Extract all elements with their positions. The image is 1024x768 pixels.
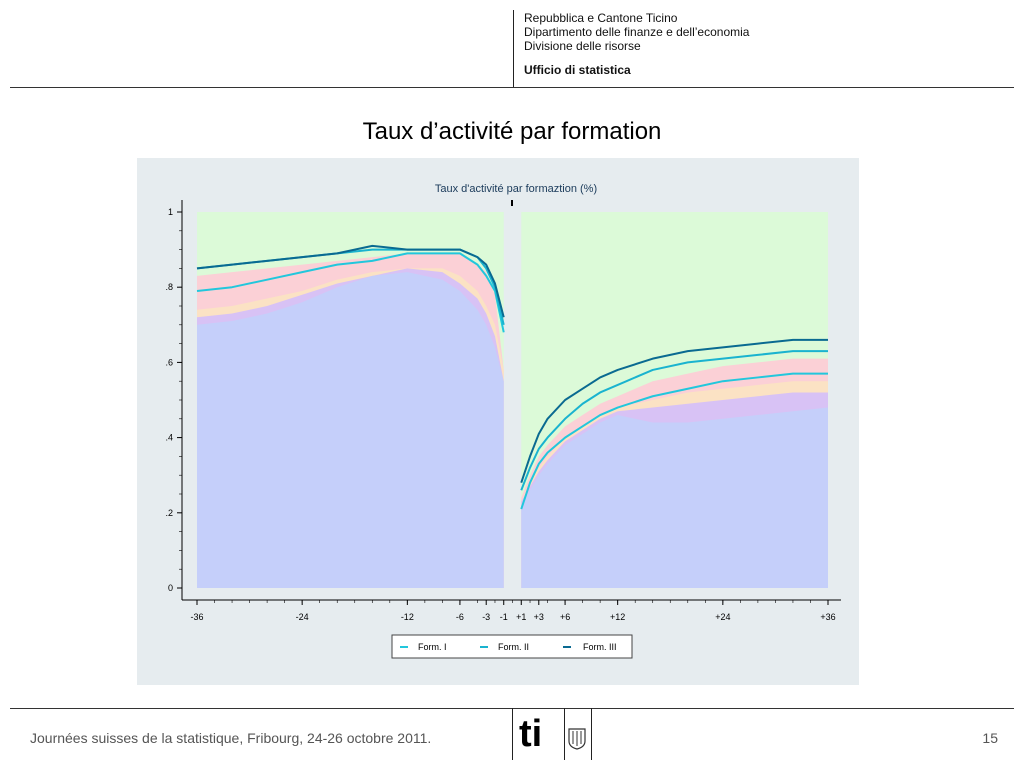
canton-shield-icon bbox=[568, 728, 586, 750]
logo-separator-mid bbox=[564, 708, 565, 760]
legend: Form. I Form. II Form. III bbox=[391, 634, 633, 659]
page-number: 15 bbox=[982, 730, 998, 746]
header-line: Dipartimento delle finanze e dell’econom… bbox=[524, 25, 750, 39]
y-tick-label: 0 bbox=[168, 583, 173, 593]
band-area bbox=[521, 407, 828, 588]
logo-separator-right bbox=[591, 708, 592, 760]
footer-text: Journées suisses de la statistique, Frib… bbox=[30, 730, 432, 746]
x-tick-label: +1 bbox=[516, 612, 526, 622]
x-tick-label: +12 bbox=[610, 612, 625, 622]
header-line: Repubblica e Cantone Ticino bbox=[524, 11, 678, 25]
x-tick-label: -36 bbox=[190, 612, 203, 622]
band-area bbox=[197, 272, 504, 588]
series-layer bbox=[196, 244, 828, 510]
legend-label-form-i: Form. I bbox=[418, 642, 447, 652]
legend-label-form-iii: Form. III bbox=[583, 642, 617, 652]
x-tick-label: +6 bbox=[560, 612, 570, 622]
header-line: Divisione delle risorse bbox=[524, 39, 641, 53]
top-rule bbox=[10, 87, 1014, 88]
y-tick-label: .2 bbox=[165, 508, 173, 518]
x-tick-label: -12 bbox=[401, 612, 414, 622]
x-tick-label: -6 bbox=[456, 612, 464, 622]
legend-box bbox=[391, 634, 633, 659]
series-line bbox=[520, 338, 828, 484]
header-separator bbox=[513, 10, 514, 88]
x-tick-label: +36 bbox=[820, 612, 835, 622]
footer-logo: ti bbox=[512, 708, 592, 760]
y-tick-label: .4 bbox=[165, 433, 173, 443]
institution-header: Repubblica e Cantone Ticino Dipartimento… bbox=[524, 11, 749, 77]
y-tick-label: .8 bbox=[165, 282, 173, 292]
y-tick-label: 1 bbox=[168, 207, 173, 217]
logo-text: ti bbox=[519, 713, 543, 755]
header-office: Ufficio di statistica bbox=[524, 63, 631, 77]
series-line bbox=[196, 252, 505, 333]
slide-title: Taux d’activité par formation bbox=[362, 118, 662, 145]
x-tick-label: +3 bbox=[534, 612, 544, 622]
legend-label-form-ii: Form. II bbox=[498, 642, 529, 652]
logo-separator-left bbox=[512, 708, 513, 760]
series-line bbox=[520, 350, 828, 491]
bands-layer bbox=[197, 212, 828, 589]
y-tick-label: .6 bbox=[165, 357, 173, 367]
x-tick-label: -1 bbox=[500, 612, 508, 622]
x-tick-label: -24 bbox=[296, 612, 309, 622]
x-tick-label: +24 bbox=[715, 612, 730, 622]
chart-title: Taux d'activité par formaztion (%) bbox=[435, 183, 597, 195]
series-line bbox=[520, 372, 828, 510]
ticks-layer: -36 -24 -12 -6 -3 -1 +1 +3 +6 +12 +24 +36 0 .2 .4 .6 .8 1 bbox=[165, 207, 835, 622]
series-line bbox=[196, 244, 505, 318]
x-tick-label: -3 bbox=[482, 612, 490, 622]
